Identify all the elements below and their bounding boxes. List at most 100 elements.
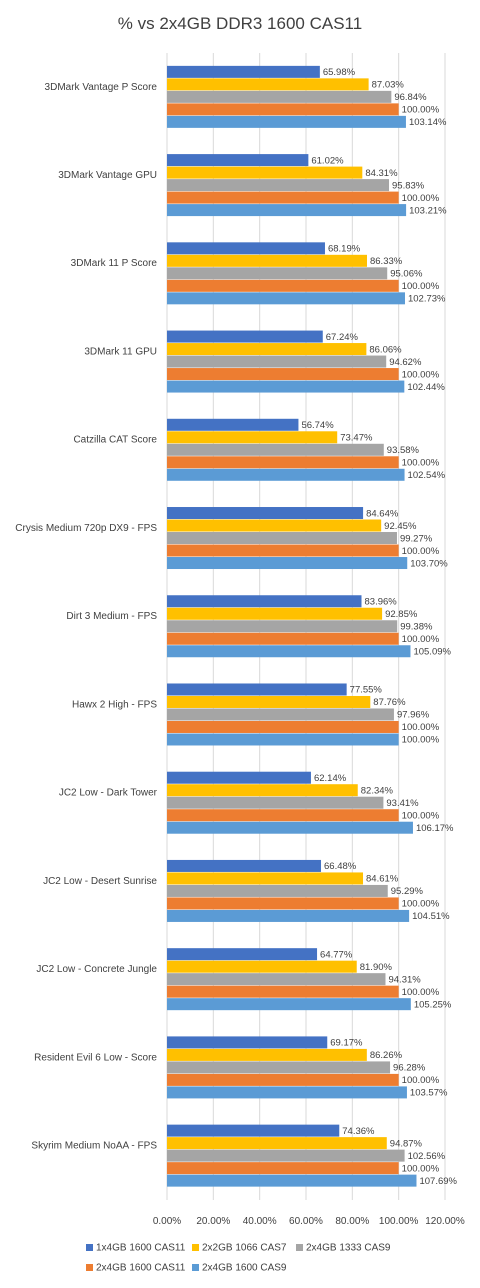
category-label: JC2 Low - Concrete Jungle [36,964,157,975]
bar [167,809,399,822]
data-label: 73.47% [340,433,373,444]
data-label: 100.00% [402,735,440,746]
data-label: 84.31% [365,168,398,179]
x-tick-label: 40.00% [243,1216,277,1227]
data-label: 100.00% [402,987,440,998]
legend-label: 1x4GB 1600 CAS11 [96,1243,186,1254]
legend-label: 2x4GB 1333 CAS9 [306,1243,391,1254]
bar [167,191,399,204]
bars [167,65,417,1187]
bar [167,242,325,255]
data-label: 62.14% [314,773,347,784]
data-label: 65.98% [323,67,356,78]
legend-label: 2x2GB 1066 CAS7 [202,1243,287,1254]
legend-swatch [86,1244,93,1251]
bar [167,960,357,973]
data-label: 67.24% [326,332,359,343]
category-labels: 3DMark Vantage P Score 3DMark Vantage GPU… [15,82,157,1152]
bar [167,78,369,91]
data-label: 103.70% [410,558,448,569]
bar [167,796,384,809]
category-label: JC2 Low - Desert Sunrise [43,876,157,887]
category-label: Catzilla CAT Score [73,435,157,446]
data-label: 100.00% [402,281,440,292]
data-label: 96.28% [393,1063,426,1074]
bar [167,884,388,897]
category-label: 3DMark Vantage GPU [58,170,157,181]
x-axis-ticks: 0.00% 20.00% 40.00% 60.00% 80.00% 100.00% 120.… [153,1216,465,1227]
data-label: 94.62% [389,357,422,368]
category-label: 3DMark 11 P Score [71,258,158,269]
bar [167,1036,328,1049]
data-label: 95.83% [392,180,425,191]
data-label: 100.00% [402,369,440,380]
bar [167,368,399,381]
x-tick-label: 60.00% [289,1216,323,1227]
data-label: 86.26% [370,1050,403,1061]
data-label: 69.17% [330,1038,363,1049]
bar [167,948,318,961]
bar [167,1162,399,1175]
data-label: 95.06% [390,269,423,280]
bar [167,519,382,532]
bar [167,254,367,267]
bar [167,771,311,784]
data-label: 99.38% [400,622,433,633]
legend-label: 2x4GB 1600 CAS11 [96,1263,186,1274]
legend: 1x4GB 1600 CAS11 2x2GB 1066 CAS7 2x4GB 133… [86,1243,391,1274]
data-label: 87.76% [373,697,406,708]
bar [167,355,387,368]
data-label: 56.74% [301,420,334,431]
bar [167,595,362,608]
data-label: 103.14% [409,117,447,128]
category-label: Resident Evil 6 Low - Score [34,1052,157,1063]
x-tick-label: 100.00% [379,1216,419,1227]
data-label: 103.57% [410,1088,448,1099]
data-label: 105.25% [414,999,452,1010]
category-label: Dirt 3 Medium - FPS [66,611,157,622]
bar [167,1137,387,1150]
data-label: 68.19% [328,244,361,255]
data-label: 100.00% [402,458,440,469]
bar [167,418,299,431]
bar [167,784,358,797]
data-label: 83.96% [365,597,398,608]
data-label: 81.90% [360,962,393,973]
bar [167,859,322,872]
bar [167,166,363,179]
legend-swatch [192,1264,199,1271]
data-label: 94.87% [390,1138,423,1149]
data-label: 64.77% [320,949,353,960]
category-label: 3DMark 11 GPU [84,346,157,357]
bar [167,279,399,292]
bar [167,872,364,885]
data-label: 84.61% [366,874,399,885]
category-label: 3DMark Vantage P Score [45,82,158,93]
data-label: 94.31% [388,974,421,985]
bar [167,65,320,78]
data-label: 61.02% [311,155,344,166]
bar [167,431,338,444]
data-label: 100.00% [402,810,440,821]
bar [167,115,406,128]
bar [167,380,405,393]
bar [167,708,394,721]
data-label: 96.84% [394,92,427,103]
bar [167,267,388,280]
bar [167,330,323,343]
bar [167,90,392,103]
bar [167,683,347,696]
data-label: 92.45% [384,521,417,532]
bar [167,544,399,557]
data-label: 100.00% [402,1163,440,1174]
bar [167,179,390,192]
bar [167,1149,405,1162]
bar [167,1061,391,1074]
data-labels: 65.98%87.03%96.84%100.00%103.14%61.02%84… [301,67,457,1187]
chart-title: % vs 2x4GB DDR3 1600 CAS11 [117,14,363,33]
category-label: Hawx 2 High - FPS [72,699,157,710]
bar [167,103,399,116]
bar [167,443,384,456]
bar [167,154,309,167]
bar [167,733,399,746]
